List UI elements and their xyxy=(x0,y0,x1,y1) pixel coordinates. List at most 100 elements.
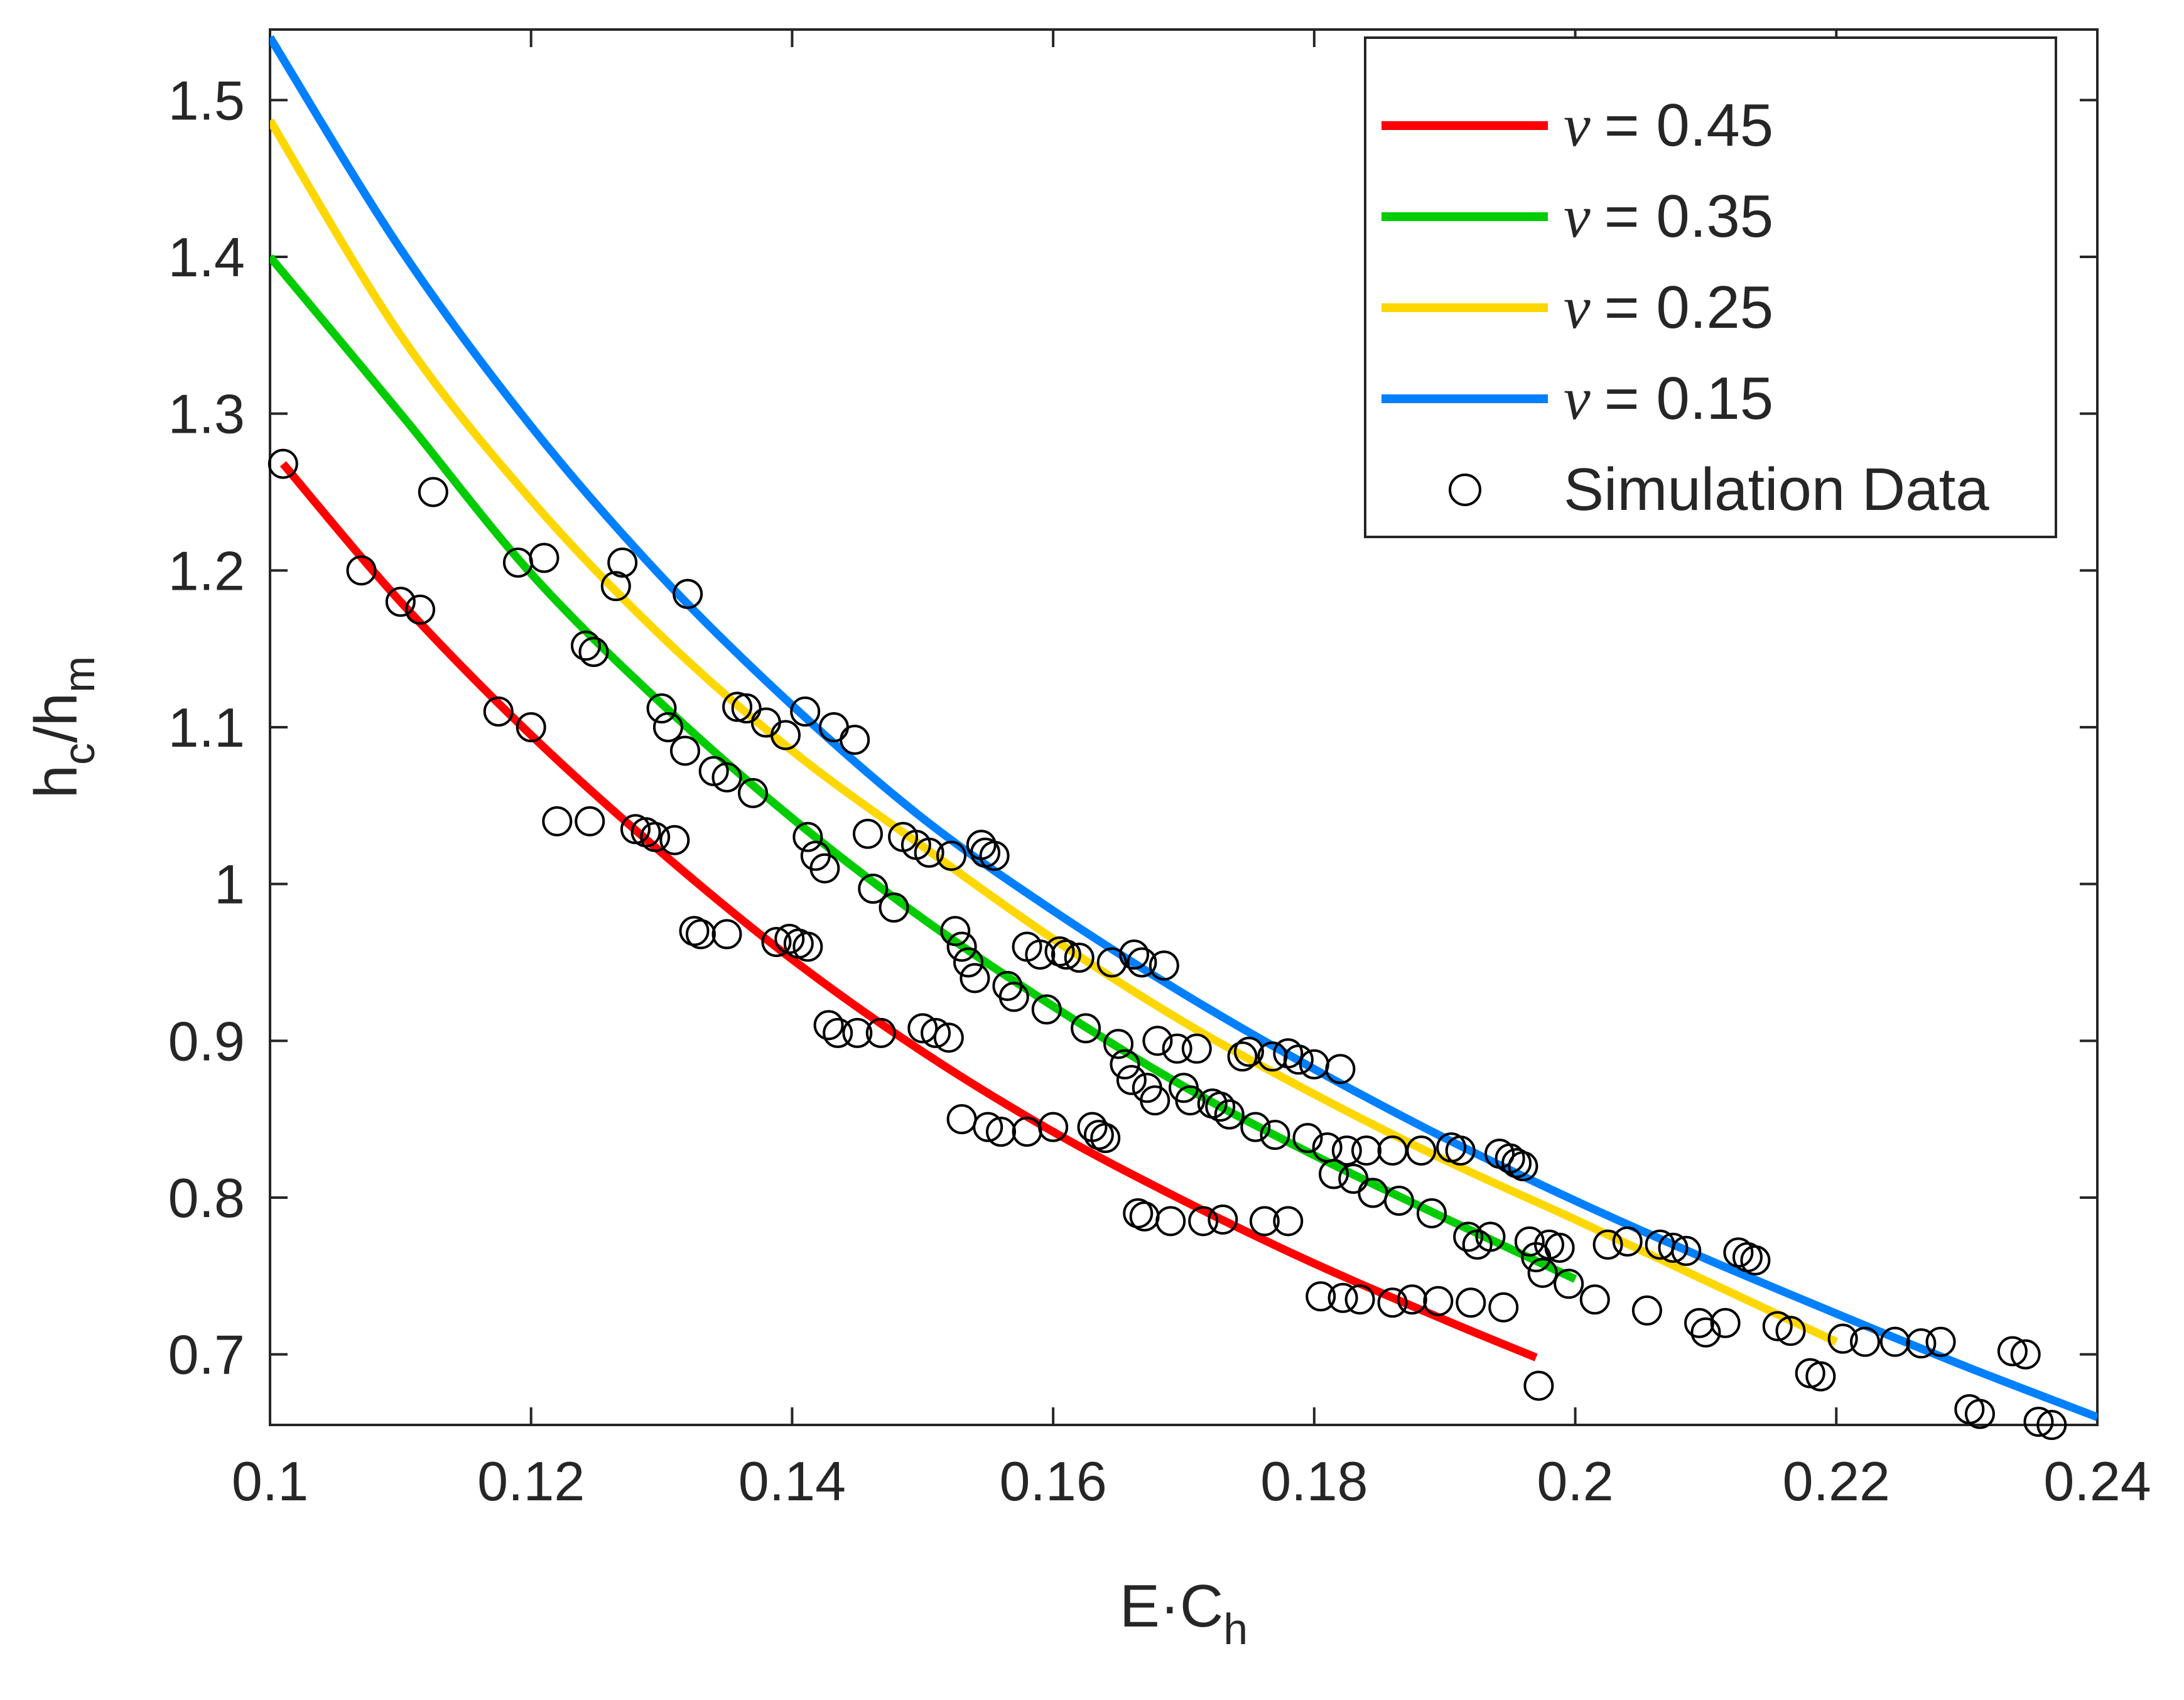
simulation-data-point xyxy=(852,818,883,849)
simulation-data-point xyxy=(1025,939,1056,970)
simulation-data-point xyxy=(1273,1206,1304,1237)
simulation-data-point xyxy=(483,696,514,727)
simulation-data-point xyxy=(1319,1159,1349,1189)
simulation-data-point xyxy=(1406,1135,1437,1166)
simulation-data-point xyxy=(1579,1284,1610,1315)
simulation-data-point xyxy=(1103,1029,1134,1059)
simulation-data-point xyxy=(1740,1245,1771,1275)
simulation-data-point xyxy=(1038,1112,1069,1142)
simulation-data-point xyxy=(679,916,710,946)
simulation-data-point xyxy=(575,806,605,836)
y-axis-label: hc/hm xyxy=(23,656,104,799)
simulation-data-point xyxy=(1260,1120,1290,1150)
simulation-data-point xyxy=(2010,1339,2041,1370)
simulation-data-point xyxy=(1044,936,1075,967)
simulation-data-point xyxy=(1762,1311,1793,1341)
y-tick-label: 0.7 xyxy=(168,1324,245,1386)
simulation-data-point xyxy=(542,806,573,836)
simulation-data-point xyxy=(1327,1282,1358,1313)
curve-nu-015 xyxy=(270,35,2097,1421)
x-tick-label: 0.2 xyxy=(1537,1450,1613,1512)
y-tick-label: 1.4 xyxy=(168,226,245,288)
simulation-data-point xyxy=(1292,1123,1323,1154)
simulation-data-point xyxy=(659,825,690,855)
simulation-data-point xyxy=(1501,1148,1532,1179)
y-tick-label: 0.9 xyxy=(168,1010,245,1072)
simulation-data-point xyxy=(936,840,967,871)
simulation-data-point xyxy=(1051,939,1081,970)
simulation-data-point xyxy=(1827,1323,1858,1354)
simulation-data-point xyxy=(1671,1235,1702,1266)
simulation-data-point xyxy=(1331,1135,1362,1166)
y-tick-label: 1.1 xyxy=(168,696,245,759)
simulation-data-point xyxy=(1233,1036,1264,1067)
simulation-data-point xyxy=(1325,1054,1356,1085)
legend-label-015: ν = 0.15 xyxy=(1564,365,1773,432)
simulation-data-point xyxy=(1175,1085,1206,1116)
simulation-data-point xyxy=(1227,1041,1258,1072)
simulation-data-point xyxy=(385,587,416,617)
simulation-data-point xyxy=(418,477,448,507)
simulation-data-point xyxy=(738,777,769,808)
simulation-data-point xyxy=(1445,1135,1476,1166)
simulation-data-point xyxy=(809,853,840,884)
simulation-data-point xyxy=(1514,1226,1545,1257)
simulation-data-point xyxy=(1142,1026,1173,1056)
simulation-data-point xyxy=(1383,1185,1414,1216)
simulation-data-point xyxy=(529,543,560,573)
simulation-data-point xyxy=(1684,1307,1715,1338)
simulation-data-point xyxy=(940,916,971,946)
y-tick-label: 1.5 xyxy=(168,69,245,131)
y-tick-label: 1.3 xyxy=(168,383,245,445)
simulation-data-point xyxy=(268,448,298,479)
x-tick-label: 0.16 xyxy=(1000,1450,1107,1512)
simulation-data-point xyxy=(1612,1226,1643,1257)
simulation-data-point xyxy=(1162,1033,1192,1064)
simulation-data-point xyxy=(1544,1232,1575,1263)
simulation-data-point xyxy=(953,947,984,978)
simulation-data-point xyxy=(652,712,683,742)
simulation-data-point xyxy=(1710,1307,1741,1338)
simulation-data-point xyxy=(792,931,823,962)
simulation-data-point xyxy=(711,919,742,950)
legend-marker-simulation xyxy=(1449,474,1481,506)
y-tick-label: 0.8 xyxy=(168,1167,245,1229)
simulation-data-point xyxy=(1338,1164,1369,1194)
simulation-data-point xyxy=(865,1017,896,1048)
legend-label-025: ν = 0.25 xyxy=(1564,274,1773,341)
simulation-data-point xyxy=(1283,1044,1314,1075)
simulation-data-point xyxy=(640,821,671,852)
simulation-data-point xyxy=(1423,1286,1454,1316)
simulation-data-point xyxy=(673,578,703,609)
simulation-data-point xyxy=(722,691,753,722)
simulation-data-point xyxy=(1805,1361,1836,1392)
simulation-data-point xyxy=(669,735,700,766)
simulation-data-point xyxy=(1083,1120,1114,1150)
simulation-data-point xyxy=(516,712,546,742)
simulation-data-point xyxy=(711,762,742,793)
simulation-data-point xyxy=(1249,1206,1280,1237)
simulation-data-point xyxy=(1964,1399,1995,1429)
simulation-data-point xyxy=(973,1112,1003,1142)
simulation-data-point xyxy=(1508,1151,1538,1182)
simulation-data-point xyxy=(1775,1316,1806,1346)
simulation-data-point xyxy=(646,693,677,724)
curve-nu-035 xyxy=(270,254,1577,1283)
simulation-data-point xyxy=(998,982,1029,1012)
simulation-data-point xyxy=(1879,1326,1910,1357)
simulation-data-point xyxy=(1377,1287,1408,1318)
simulation-data-point xyxy=(790,696,821,727)
simulation-data-point xyxy=(1306,1281,1336,1312)
simulation-data-point xyxy=(731,693,762,724)
simulation-data-point xyxy=(600,571,631,602)
simulation-data-point xyxy=(1658,1232,1689,1263)
simulation-data-point xyxy=(578,637,609,668)
curve-nu-025 xyxy=(270,118,1839,1346)
simulation-data-point xyxy=(878,892,909,923)
simulation-data-point xyxy=(1181,1033,1212,1064)
legend-label-035: ν = 0.35 xyxy=(1564,183,1773,250)
simulation-data-point xyxy=(685,919,716,950)
simulation-data-point xyxy=(2036,1410,2067,1440)
simulation-data-point xyxy=(1140,1085,1170,1116)
x-tick-label: 0.22 xyxy=(1783,1450,1890,1512)
